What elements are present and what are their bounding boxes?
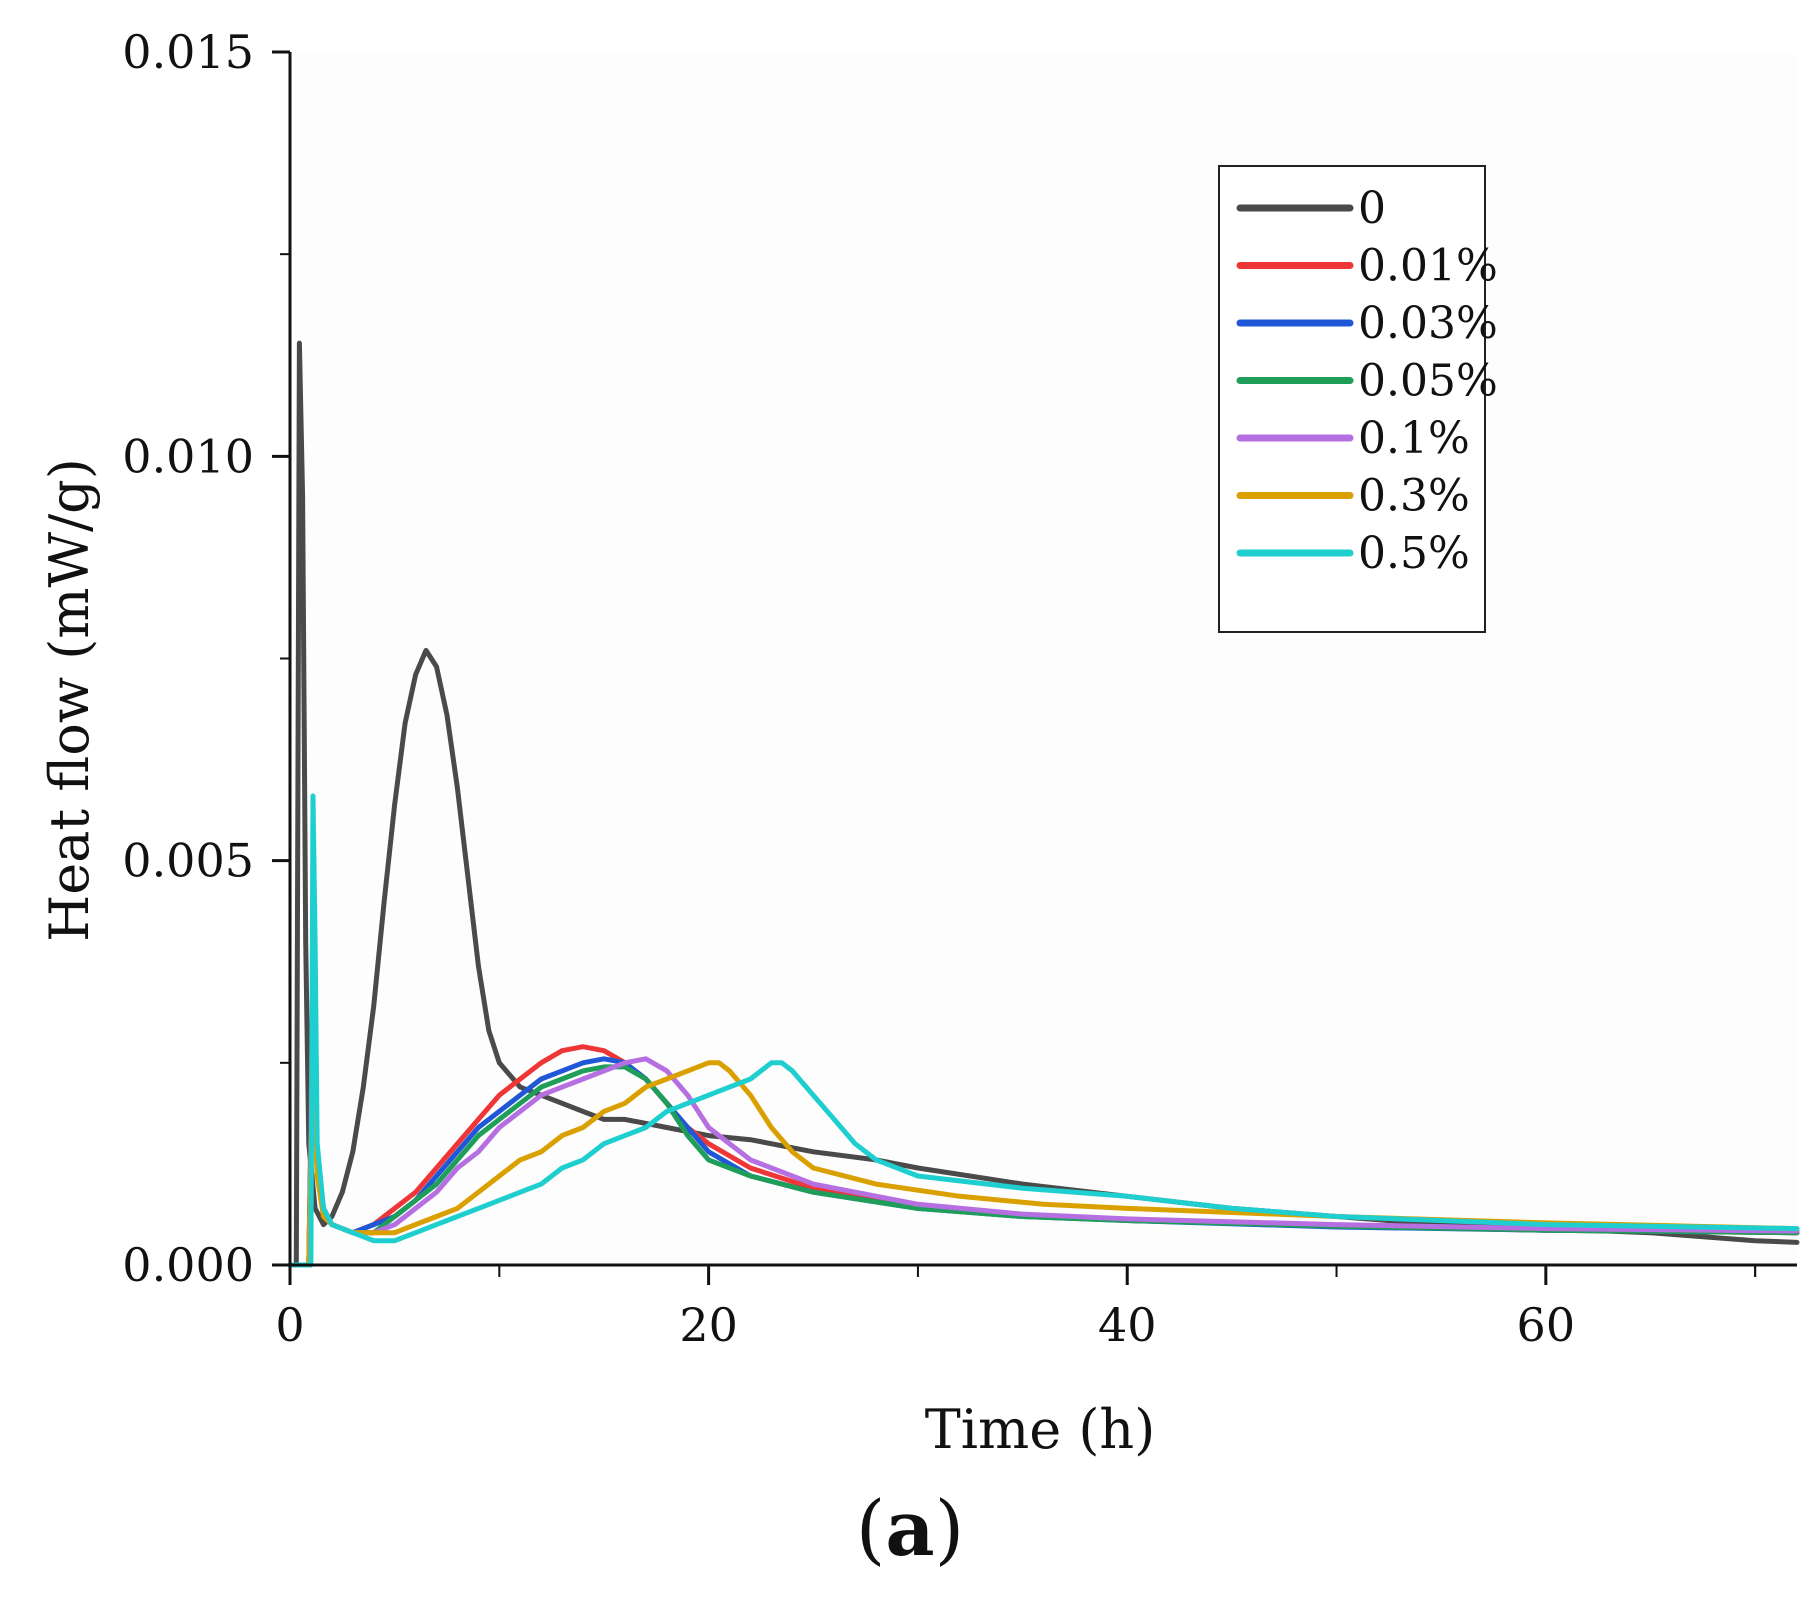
legend-label-0: 0 xyxy=(1358,183,1386,234)
series-line-6 xyxy=(287,793,1800,1268)
legend-label-1: 0.01% xyxy=(1358,241,1498,292)
y-tick-label-3: 0.015 xyxy=(122,25,254,79)
x-axis-title: Time (h) xyxy=(925,1398,1156,1461)
x-tick-label-0: 0 xyxy=(275,1298,304,1352)
y-axis-title: Heat flow (mW/g) xyxy=(38,458,101,942)
x-tick-label-2: 40 xyxy=(1098,1298,1157,1352)
panel-label-letter: a xyxy=(885,1484,934,1573)
series-lines xyxy=(287,340,1800,1268)
legend-label-5: 0.3% xyxy=(1358,471,1470,522)
x-tick-label-3: 60 xyxy=(1517,1298,1576,1352)
svg-text:(a): (a) xyxy=(856,1484,965,1573)
panel-label-open: ( xyxy=(856,1484,886,1573)
panel-label: (a) xyxy=(856,1484,965,1573)
legend: 0 0.01% 0.03% 0.05% 0.1% 0.3% 0.5% xyxy=(1218,165,1498,633)
legend-label-3: 0.05% xyxy=(1358,356,1498,407)
ticks: 0.000 0.005 0.010 0.015 0 20 40 60 xyxy=(122,25,1757,1352)
panel-label-close: ) xyxy=(935,1484,965,1573)
y-tick-label-2: 0.010 xyxy=(122,429,254,483)
legend-label-2: 0.03% xyxy=(1358,298,1498,349)
legend-label-6: 0.5% xyxy=(1358,528,1470,579)
x-tick-label-1: 20 xyxy=(679,1298,738,1352)
y-tick-label-1: 0.005 xyxy=(122,834,254,888)
legend-label-4: 0.1% xyxy=(1358,413,1470,464)
y-tick-label-0: 0.000 xyxy=(122,1238,254,1292)
